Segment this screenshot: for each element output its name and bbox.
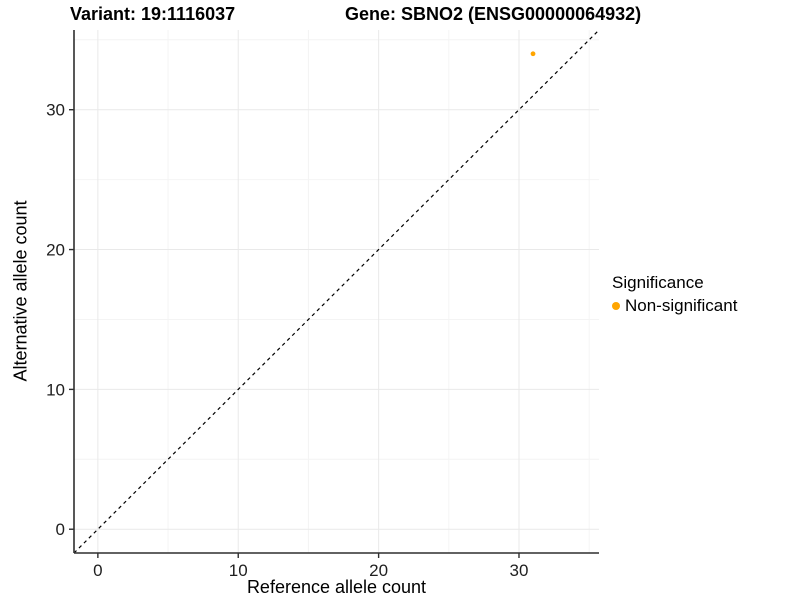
y-tick-label: 0 <box>56 520 65 539</box>
y-axis-title: Alternative allele count <box>10 200 31 382</box>
legend-item-label: Non-significant <box>625 296 738 315</box>
identity-line <box>73 29 600 554</box>
x-axis-title: Reference allele count <box>246 577 427 597</box>
data-point <box>530 51 536 57</box>
legend: Significance Non-significant <box>612 273 737 316</box>
legend-item: Non-significant <box>612 296 737 316</box>
variant-title: Variant: 19:1116037 <box>70 4 236 24</box>
x-tick-label: 20 <box>369 561 388 580</box>
x-tick-label: 10 <box>229 561 248 580</box>
x-tick-label: 0 <box>93 561 102 580</box>
y-tick-label: 10 <box>46 380 65 399</box>
gene-title: Gene: SBNO2 (ENSG00000064932) <box>345 4 642 24</box>
y-tick-label: 20 <box>46 241 65 260</box>
legend-title: Significance <box>612 273 704 292</box>
y-tick-label: 30 <box>46 101 65 120</box>
legend-point-icon <box>612 302 620 310</box>
x-tick-label: 30 <box>510 561 529 580</box>
